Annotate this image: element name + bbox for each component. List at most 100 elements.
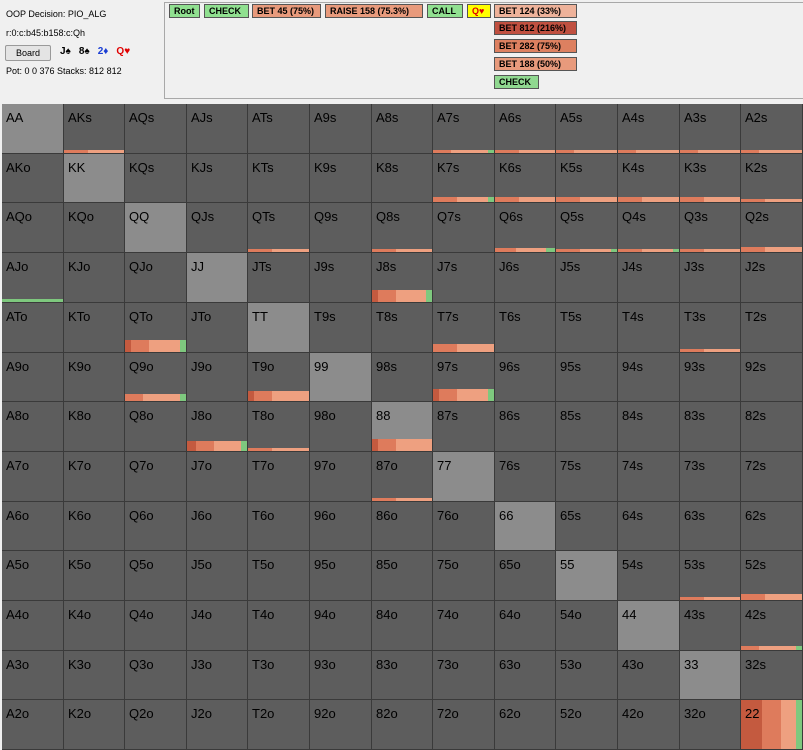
hand-cell-KQs[interactable]: KQs bbox=[125, 154, 186, 202]
hand-cell-A8s[interactable]: A8s bbox=[372, 104, 432, 153]
hand-cell-92o[interactable]: 92o bbox=[310, 700, 371, 749]
hand-cell-AJs[interactable]: AJs bbox=[187, 104, 247, 153]
hand-cell-33[interactable]: 33 bbox=[680, 651, 740, 699]
hand-cell-QTo[interactable]: QTo bbox=[125, 303, 186, 352]
board-button[interactable]: Board bbox=[5, 45, 51, 61]
hand-cell-62o[interactable]: 62o bbox=[495, 700, 555, 749]
hand-cell-JJ[interactable]: JJ bbox=[187, 253, 247, 302]
hand-cell-T3s[interactable]: T3s bbox=[680, 303, 740, 352]
hand-cell-86s[interactable]: 86s bbox=[495, 402, 555, 451]
hand-cell-86o[interactable]: 86o bbox=[372, 502, 432, 550]
hand-cell-A3o[interactable]: A3o bbox=[2, 651, 63, 699]
hand-cell-T5s[interactable]: T5s bbox=[556, 303, 617, 352]
tree-node[interactable]: Root bbox=[169, 4, 200, 18]
hand-cell-A6s[interactable]: A6s bbox=[495, 104, 555, 153]
hand-cell-J4o[interactable]: J4o bbox=[187, 601, 247, 650]
hand-cell-42o[interactable]: 42o bbox=[618, 700, 679, 749]
hand-cell-Q2o[interactable]: Q2o bbox=[125, 700, 186, 749]
hand-cell-K2o[interactable]: K2o bbox=[64, 700, 124, 749]
hand-cell-TT[interactable]: TT bbox=[248, 303, 309, 352]
hand-cell-K7o[interactable]: K7o bbox=[64, 452, 124, 501]
hand-cell-98o[interactable]: 98o bbox=[310, 402, 371, 451]
hand-cell-32o[interactable]: 32o bbox=[680, 700, 740, 749]
hand-cell-85s[interactable]: 85s bbox=[556, 402, 617, 451]
hand-cell-K5s[interactable]: K5s bbox=[556, 154, 617, 202]
hand-cell-J7o[interactable]: J7o bbox=[187, 452, 247, 501]
hand-cell-43o[interactable]: 43o bbox=[618, 651, 679, 699]
hand-cell-95s[interactable]: 95s bbox=[556, 353, 617, 401]
hand-cell-85o[interactable]: 85o bbox=[372, 551, 432, 600]
hand-cell-QTs[interactable]: QTs bbox=[248, 203, 309, 252]
hand-cell-65o[interactable]: 65o bbox=[495, 551, 555, 600]
hand-cell-97o[interactable]: 97o bbox=[310, 452, 371, 501]
hand-cell-A2o[interactable]: A2o bbox=[2, 700, 63, 749]
hand-cell-93o[interactable]: 93o bbox=[310, 651, 371, 699]
hand-cell-Q9o[interactable]: Q9o bbox=[125, 353, 186, 401]
hand-cell-96s[interactable]: 96s bbox=[495, 353, 555, 401]
hand-cell-82s[interactable]: 82s bbox=[741, 402, 802, 451]
hand-cell-KTo[interactable]: KTo bbox=[64, 303, 124, 352]
hand-cell-53s[interactable]: 53s bbox=[680, 551, 740, 600]
hand-cell-Q4s[interactable]: Q4s bbox=[618, 203, 679, 252]
hand-cell-QJo[interactable]: QJo bbox=[125, 253, 186, 302]
hand-cell-T4o[interactable]: T4o bbox=[248, 601, 309, 650]
hand-cell-ATs[interactable]: ATs bbox=[248, 104, 309, 153]
hand-cell-J6o[interactable]: J6o bbox=[187, 502, 247, 550]
hand-cell-J5o[interactable]: J5o bbox=[187, 551, 247, 600]
hand-cell-32s[interactable]: 32s bbox=[741, 651, 802, 699]
hand-cell-A5s[interactable]: A5s bbox=[556, 104, 617, 153]
hand-cell-K9o[interactable]: K9o bbox=[64, 353, 124, 401]
hand-cell-A9o[interactable]: A9o bbox=[2, 353, 63, 401]
tree-node[interactable]: Q♥ bbox=[467, 4, 491, 18]
hand-cell-42s[interactable]: 42s bbox=[741, 601, 802, 650]
hand-cell-77[interactable]: 77 bbox=[433, 452, 494, 501]
hand-cell-K6s[interactable]: K6s bbox=[495, 154, 555, 202]
hand-cell-75o[interactable]: 75o bbox=[433, 551, 494, 600]
hand-cell-97s[interactable]: 97s bbox=[433, 353, 494, 401]
hand-cell-94o[interactable]: 94o bbox=[310, 601, 371, 650]
hand-cell-K8o[interactable]: K8o bbox=[64, 402, 124, 451]
hand-cell-AQs[interactable]: AQs bbox=[125, 104, 186, 153]
hand-cell-J4s[interactable]: J4s bbox=[618, 253, 679, 302]
hand-cell-T8s[interactable]: T8s bbox=[372, 303, 432, 352]
hand-cell-QJs[interactable]: QJs bbox=[187, 203, 247, 252]
hand-cell-54s[interactable]: 54s bbox=[618, 551, 679, 600]
tree-node[interactable]: BET 188 (50%) bbox=[494, 57, 577, 71]
hand-cell-K6o[interactable]: K6o bbox=[64, 502, 124, 550]
hand-cell-Q7s[interactable]: Q7s bbox=[433, 203, 494, 252]
hand-cell-Q9s[interactable]: Q9s bbox=[310, 203, 371, 252]
hand-cell-J5s[interactable]: J5s bbox=[556, 253, 617, 302]
hand-cell-A4o[interactable]: A4o bbox=[2, 601, 63, 650]
hand-cell-55[interactable]: 55 bbox=[556, 551, 617, 600]
hand-cell-J9o[interactable]: J9o bbox=[187, 353, 247, 401]
tree-node[interactable]: BET 124 (33%) bbox=[494, 4, 577, 18]
hand-cell-A7s[interactable]: A7s bbox=[433, 104, 494, 153]
hand-cell-65s[interactable]: 65s bbox=[556, 502, 617, 550]
hand-cell-62s[interactable]: 62s bbox=[741, 502, 802, 550]
tree-node[interactable]: CHECK bbox=[494, 75, 539, 89]
hand-cell-Q6o[interactable]: Q6o bbox=[125, 502, 186, 550]
hand-cell-KQo[interactable]: KQo bbox=[64, 203, 124, 252]
hand-cell-JTo[interactable]: JTo bbox=[187, 303, 247, 352]
hand-cell-A3s[interactable]: A3s bbox=[680, 104, 740, 153]
hand-cell-54o[interactable]: 54o bbox=[556, 601, 617, 650]
hand-cell-64s[interactable]: 64s bbox=[618, 502, 679, 550]
hand-cell-64o[interactable]: 64o bbox=[495, 601, 555, 650]
hand-cell-T6s[interactable]: T6s bbox=[495, 303, 555, 352]
hand-cell-96o[interactable]: 96o bbox=[310, 502, 371, 550]
hand-cell-T7o[interactable]: T7o bbox=[248, 452, 309, 501]
hand-cell-A2s[interactable]: A2s bbox=[741, 104, 802, 153]
hand-cell-AKo[interactable]: AKo bbox=[2, 154, 63, 202]
hand-cell-A4s[interactable]: A4s bbox=[618, 104, 679, 153]
tree-node[interactable]: BET 812 (216%) bbox=[494, 21, 577, 35]
hand-cell-K8s[interactable]: K8s bbox=[372, 154, 432, 202]
hand-cell-K5o[interactable]: K5o bbox=[64, 551, 124, 600]
hand-cell-22[interactable]: 22 bbox=[741, 700, 802, 749]
hand-cell-Q8s[interactable]: Q8s bbox=[372, 203, 432, 252]
hand-cell-Q5s[interactable]: Q5s bbox=[556, 203, 617, 252]
hand-cell-T7s[interactable]: T7s bbox=[433, 303, 494, 352]
hand-cell-76o[interactable]: 76o bbox=[433, 502, 494, 550]
hand-cell-A6o[interactable]: A6o bbox=[2, 502, 63, 550]
hand-cell-K7s[interactable]: K7s bbox=[433, 154, 494, 202]
hand-cell-73o[interactable]: 73o bbox=[433, 651, 494, 699]
